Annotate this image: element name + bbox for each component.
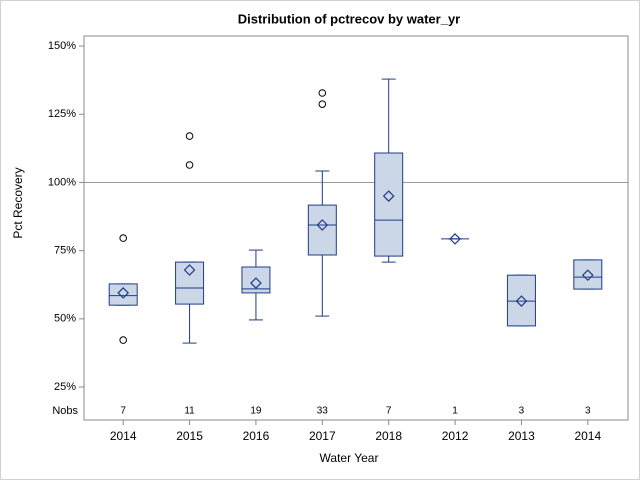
y-tick-label: 25%: [54, 381, 76, 393]
x-axis-label: Water Year: [320, 451, 379, 465]
x-tick-label: 2018: [375, 429, 402, 443]
mean-marker: [581, 269, 594, 282]
box: [573, 259, 603, 290]
nobs-value: 3: [585, 406, 591, 417]
x-tick-label: 2013: [508, 429, 535, 443]
outlier: [318, 100, 327, 108]
x-tick-label: 2014: [110, 429, 137, 443]
x-tick-label: 2012: [442, 429, 469, 443]
mean-marker: [382, 190, 395, 202]
x-tick-label: 2015: [176, 429, 203, 443]
mean-marker: [316, 219, 329, 231]
outlier: [318, 89, 327, 97]
nobs-value: 7: [386, 406, 392, 417]
nobs-value: 19: [250, 406, 262, 417]
nobs-value: 1: [452, 406, 458, 417]
outlier: [119, 234, 127, 242]
box: [108, 283, 138, 306]
outlier: [119, 336, 127, 344]
nobs-value: 11: [184, 406, 195, 417]
box: [374, 152, 404, 257]
y-tick-label: 100%: [48, 176, 76, 188]
mean-marker: [117, 287, 130, 299]
plot-frame: [83, 35, 629, 421]
y-tick-label: 150%: [48, 40, 76, 52]
nobs-value: 33: [317, 406, 329, 417]
y-tick-label: 75%: [54, 245, 76, 257]
x-tick-label: 2014: [574, 429, 601, 443]
chart-title: Distribution of pctrecov by water_yr: [238, 11, 461, 26]
outlier: [185, 132, 194, 140]
mean-marker: [183, 264, 196, 276]
box: [506, 274, 536, 327]
y-tick-label: 125%: [48, 108, 76, 120]
outlier: [185, 161, 194, 169]
mean-marker: [449, 233, 461, 245]
mean-marker: [250, 277, 262, 289]
box: [175, 261, 205, 305]
nobs-label: Nobs: [52, 405, 78, 417]
y-axis-label: Pct Recovery: [11, 167, 25, 238]
x-tick-label: 2017: [309, 429, 336, 443]
y-tick-label: 50%: [54, 313, 76, 325]
x-tick-label: 2016: [243, 429, 270, 443]
nobs-value: 3: [519, 406, 525, 417]
nobs-value: 7: [120, 406, 126, 417]
mean-marker: [515, 295, 528, 307]
